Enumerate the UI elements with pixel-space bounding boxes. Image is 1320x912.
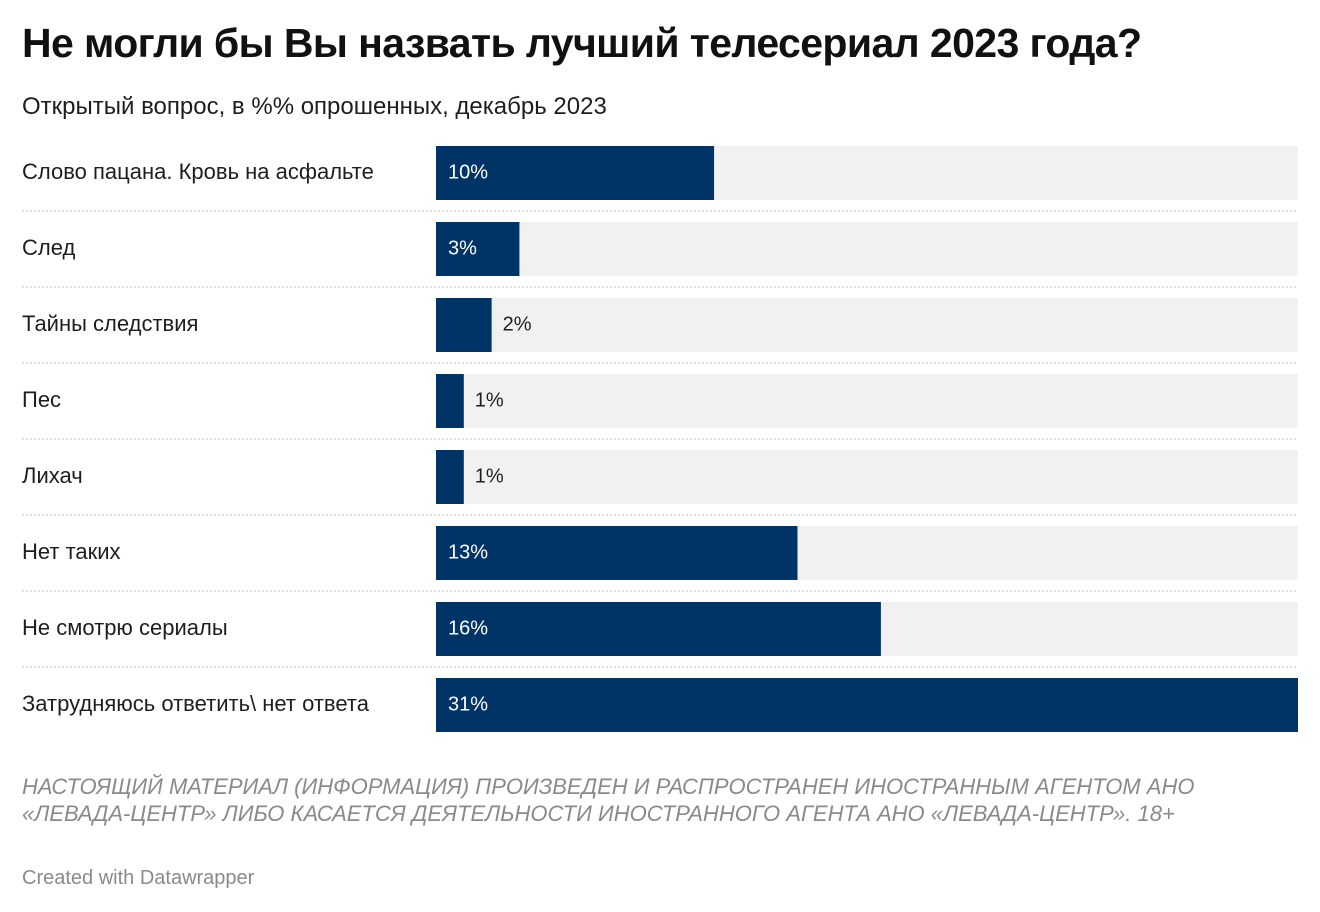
bar (436, 526, 798, 580)
bar-track (436, 450, 1298, 504)
bar-track (436, 298, 1298, 352)
category-label: Нет таких (22, 539, 121, 564)
chart-subtitle: Открытый вопрос, в %% опрошенных, декабр… (22, 93, 607, 120)
chart-title: Не могли бы Вы назвать лучший телесериал… (22, 20, 1142, 66)
bar-track (436, 222, 1298, 276)
category-label: Не смотрю сериалы (22, 615, 228, 640)
category-label: Тайны следствия (22, 311, 198, 336)
value-label: 3% (448, 237, 477, 259)
value-label: 1% (475, 465, 504, 487)
value-label: 31% (448, 693, 488, 715)
value-label: 13% (448, 541, 488, 563)
category-label: След (22, 235, 75, 260)
category-label: Слово пацана. Кровь на асфальте (22, 159, 374, 184)
bar (436, 222, 520, 276)
bar-track (436, 374, 1298, 428)
value-label: 16% (448, 617, 488, 639)
chart-notes: НАСТОЯЩИЙ МАТЕРИАЛ (ИНФОРМАЦИЯ) ПРОИЗВЕД… (22, 774, 1195, 826)
category-label: Лихач (22, 463, 83, 488)
bar (436, 374, 464, 428)
category-label: Пес (22, 387, 61, 412)
category-label: Затрудняюсь ответить\ нет ответа (22, 691, 370, 716)
bar (436, 678, 1298, 732)
value-label: 2% (503, 313, 532, 335)
bar (436, 602, 881, 656)
bar-chart: Слово пацана. Кровь на асфальте 10% След 3%… (22, 146, 1298, 732)
value-label: 1% (475, 389, 504, 411)
datawrapper-credit[interactable]: Created with Datawrapper (22, 867, 255, 889)
bar (436, 298, 492, 352)
value-label: 10% (448, 161, 488, 183)
bar (436, 146, 715, 200)
bar (436, 450, 464, 504)
